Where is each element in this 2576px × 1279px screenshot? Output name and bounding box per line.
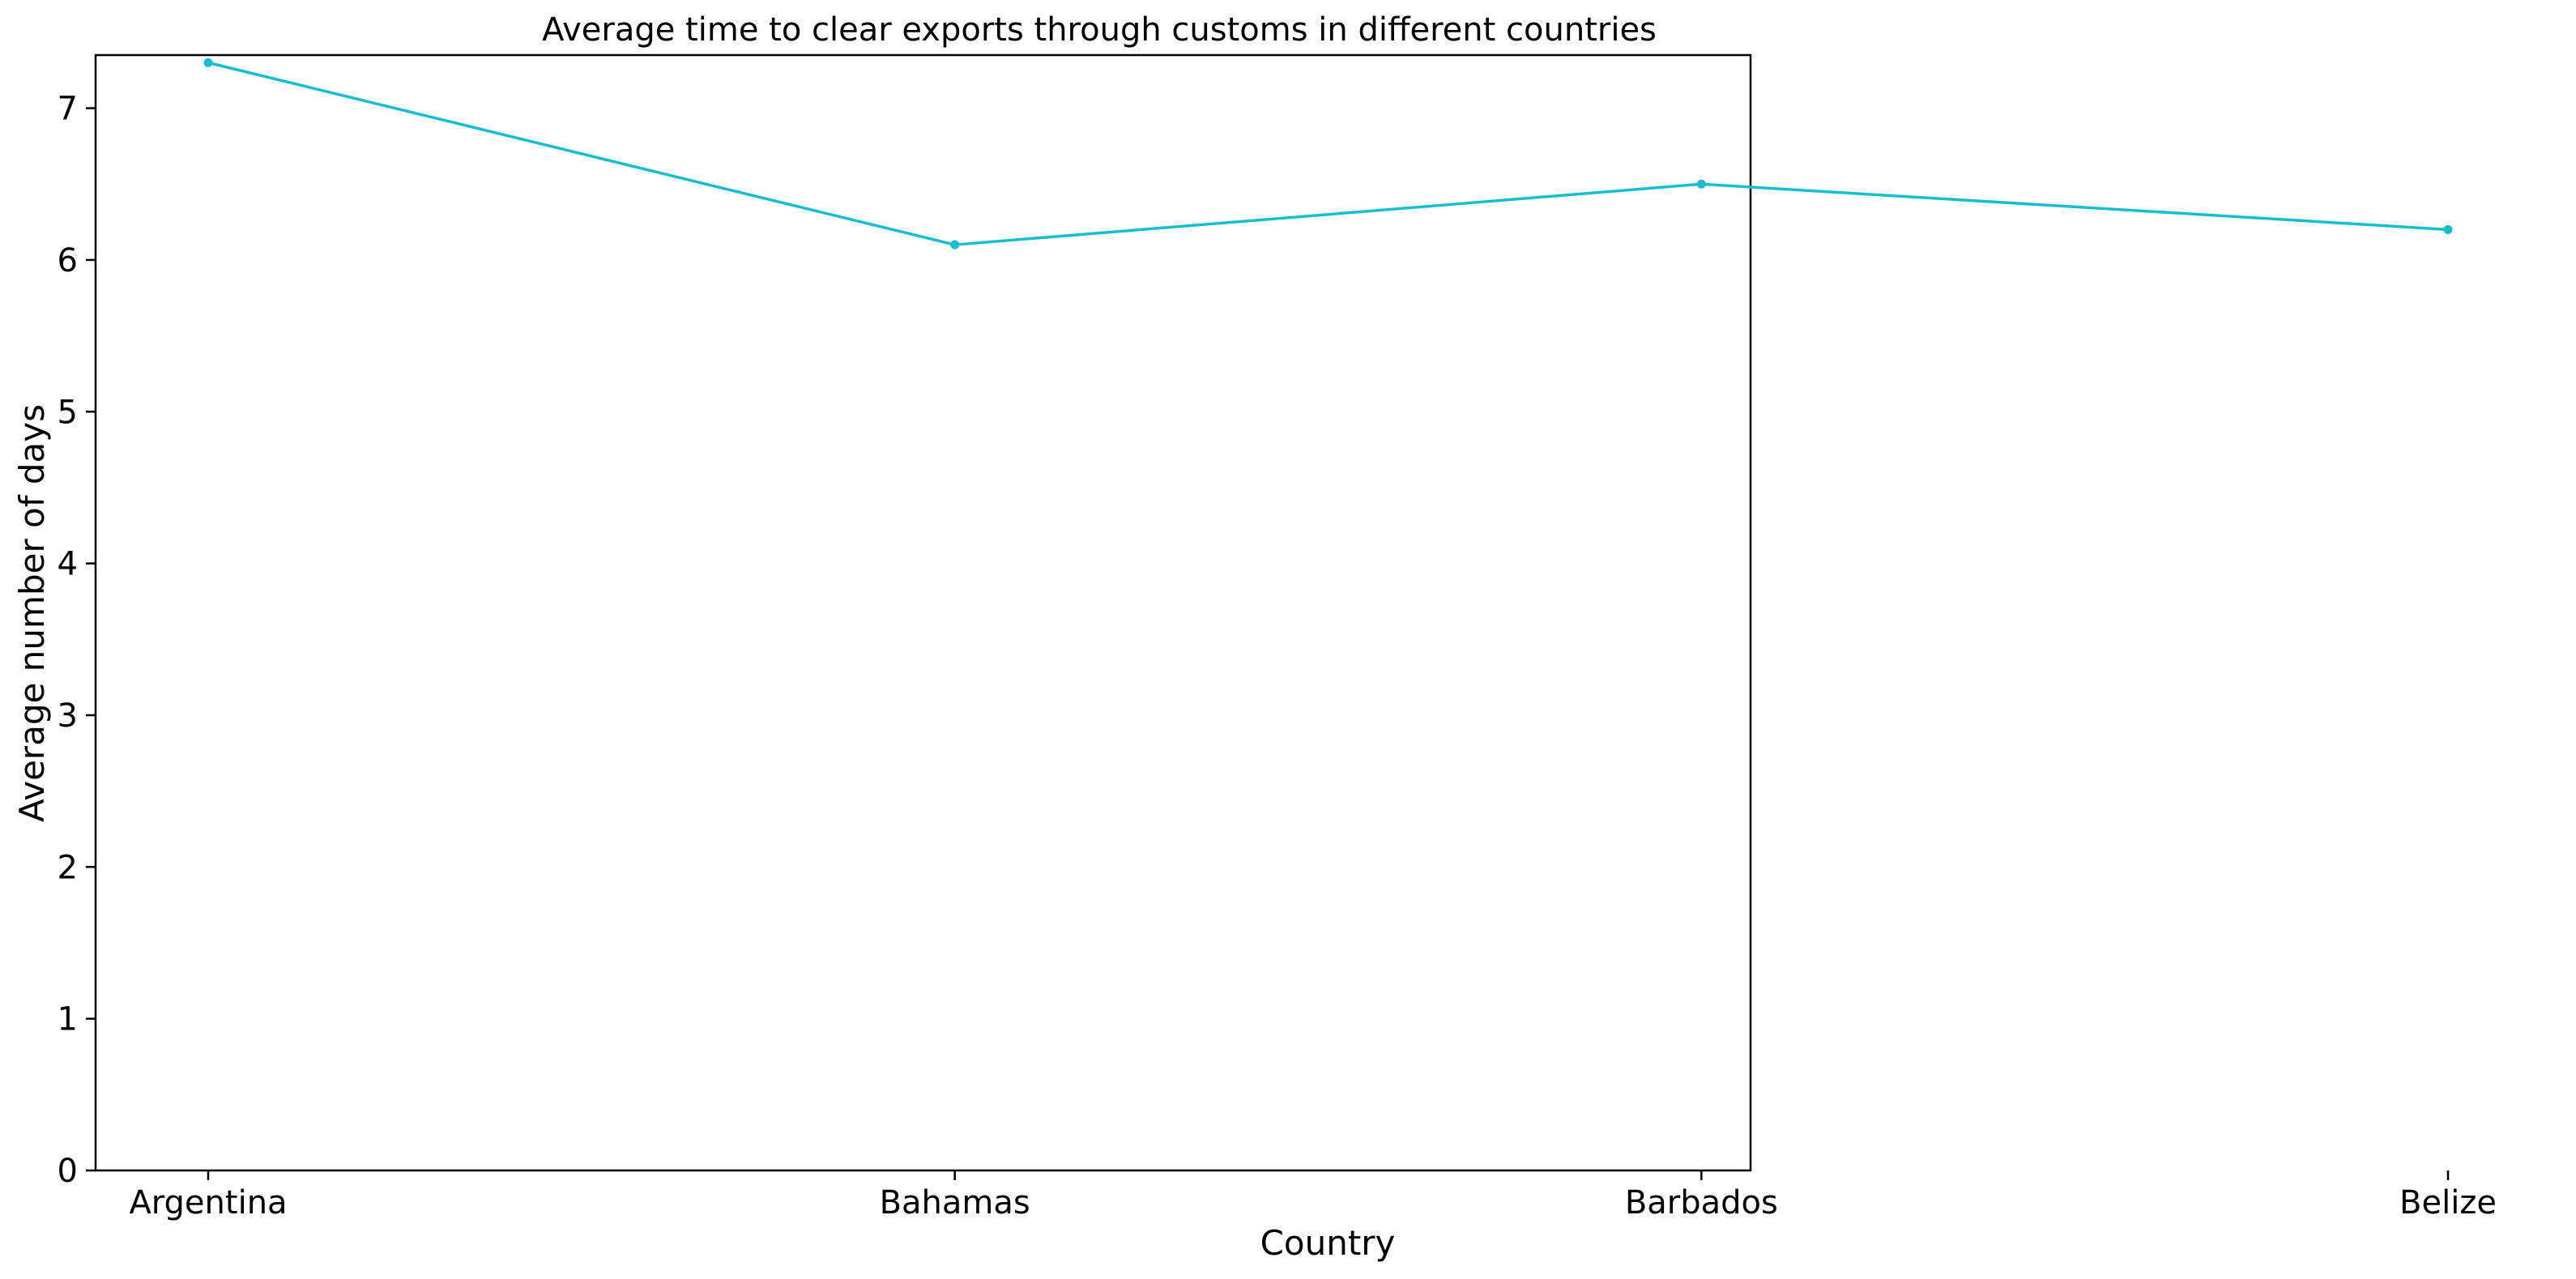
y-tick-label: 4 <box>58 546 78 583</box>
y-axis-label: Average number of days <box>12 404 52 822</box>
x-tick-label: Belize <box>2399 1184 2497 1221</box>
x-tick-label: Argentina <box>129 1184 287 1221</box>
y-tick-label: 0 <box>58 1153 78 1190</box>
x-axis-ticks: Argentina Bahamas Barbados Belize <box>129 1170 2497 1221</box>
y-tick-label: 2 <box>58 849 78 886</box>
data-point <box>203 58 213 67</box>
x-axis-label: Country <box>1260 1223 1396 1263</box>
series-line <box>207 61 2450 246</box>
data-point <box>2443 224 2453 234</box>
chart-title: Average time to clear exports through cu… <box>542 11 1657 49</box>
plot-area-frame <box>94 53 1752 1172</box>
series-layer <box>203 58 2453 249</box>
x-tick-label: Bahamas <box>880 1184 1030 1221</box>
data-point <box>950 240 960 249</box>
data-point <box>1696 179 1706 189</box>
y-tick-label: 7 <box>58 91 78 128</box>
y-tick-label: 3 <box>58 697 78 735</box>
y-tick-label: 6 <box>58 242 78 279</box>
y-axis-ticks: 0 1 2 3 4 5 6 7 <box>58 91 96 1190</box>
y-tick-label: 5 <box>58 394 78 431</box>
x-tick-label: Barbados <box>1625 1184 1778 1221</box>
y-tick-label: 1 <box>58 1001 78 1038</box>
